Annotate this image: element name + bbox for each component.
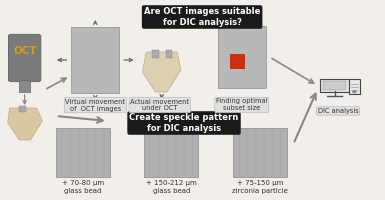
Text: Virtual movement
of  OCT images: Virtual movement of OCT images <box>65 98 126 112</box>
Bar <box>71 27 119 93</box>
Bar <box>218 26 266 88</box>
Bar <box>166 50 172 58</box>
Polygon shape <box>142 52 181 92</box>
Bar <box>230 54 245 69</box>
Circle shape <box>353 91 356 93</box>
Text: Create speckle pattern
for DIC analysis: Create speckle pattern for DIC analysis <box>129 113 239 133</box>
FancyBboxPatch shape <box>320 79 349 92</box>
Text: Actual movement
under OCT: Actual movement under OCT <box>130 98 189 112</box>
Polygon shape <box>8 108 42 140</box>
Text: Finding optimal
subset size: Finding optimal subset size <box>216 98 268 112</box>
FancyBboxPatch shape <box>349 79 360 94</box>
Bar <box>152 50 159 58</box>
Bar <box>56 128 110 177</box>
Text: Are OCT images suitable
for DIC analysis?: Are OCT images suitable for DIC analysis… <box>144 7 260 27</box>
Bar <box>233 128 287 177</box>
Text: OCT: OCT <box>13 46 37 56</box>
Text: DIC analysis: DIC analysis <box>318 108 358 114</box>
Bar <box>19 106 26 112</box>
Bar <box>19 80 30 92</box>
Text: + 150-212 μm
glass bead: + 150-212 μm glass bead <box>146 180 197 194</box>
FancyBboxPatch shape <box>8 34 41 82</box>
Text: + 70-80 μm
glass bead: + 70-80 μm glass bead <box>62 180 104 194</box>
Bar <box>144 128 198 177</box>
Text: + 75-150 μm
zirconia particle: + 75-150 μm zirconia particle <box>232 180 288 194</box>
Bar <box>323 81 346 90</box>
